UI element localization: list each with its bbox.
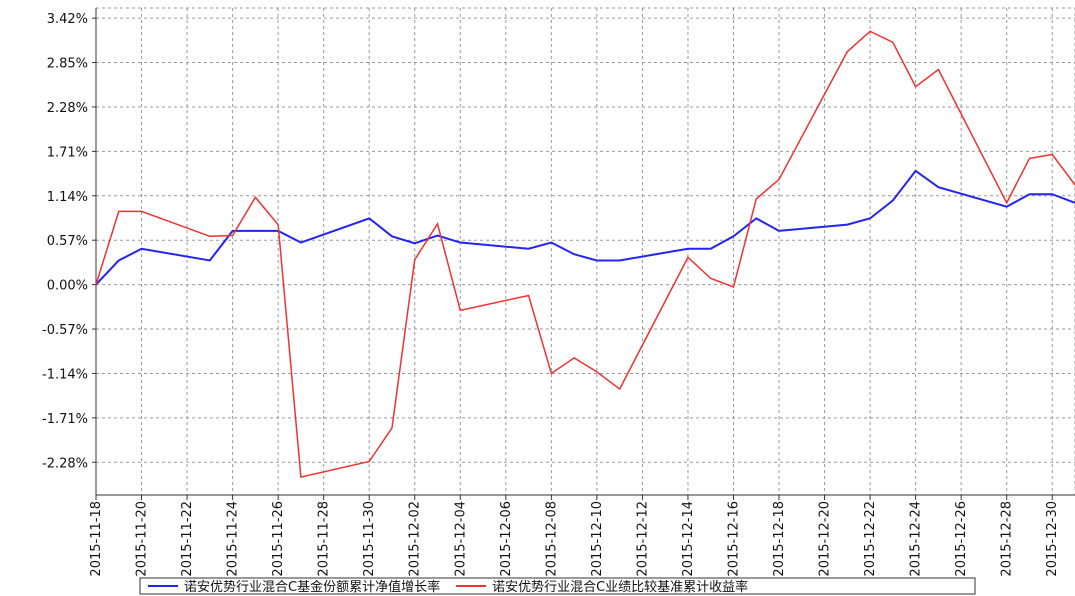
y-tick-label: 2.28%	[47, 101, 88, 116]
y-tick-label: -1.71%	[42, 412, 88, 427]
x-tick-label: 2015-12-22	[863, 501, 878, 577]
x-tick-label: 2015-12-18	[772, 501, 787, 577]
x-tick-label: 2015-11-20	[135, 501, 150, 577]
x-tick-label: 2015-12-04	[453, 501, 468, 577]
legend-box	[139, 577, 976, 595]
x-tick-label: 2015-12-08	[544, 501, 559, 577]
legend-label: 诺安优势行业混合C业绩比较基准累计收益率	[492, 579, 748, 595]
x-tick-label: 2015-11-22	[180, 501, 195, 577]
x-tick-label: 2015-12-20	[818, 501, 833, 577]
y-tick-label: 0.00%	[47, 279, 88, 294]
x-tick-label: 2015-11-28	[317, 501, 332, 577]
series-line	[95, 30, 1075, 479]
series-line	[95, 169, 1075, 286]
x-tick-label: 2015-12-10	[590, 501, 605, 577]
x-tick-label: 2015-12-12	[635, 501, 650, 577]
x-tick-label: 2015-12-16	[726, 501, 741, 577]
x-tick-label: 2015-12-14	[681, 501, 696, 577]
y-tick-label: -0.57%	[42, 323, 88, 338]
y-tick-label: -2.28%	[42, 456, 88, 471]
y-tick-label: 3.42%	[47, 12, 88, 27]
y-tick-label: 0.57%	[47, 234, 88, 249]
legend-label: 诺安优势行业混合C基金份额累计净值增长率	[184, 579, 440, 595]
y-tick-label: -1.14%	[42, 367, 88, 382]
x-tick-label: 2015-11-24	[226, 501, 241, 577]
x-tick-label: 2015-12-28	[1000, 501, 1015, 577]
x-tick-label: 2015-12-06	[499, 501, 514, 577]
x-tick-label: 2015-11-18	[89, 501, 104, 577]
x-tick-label: 2015-12-30	[1045, 501, 1060, 577]
y-tick-label: 1.71%	[47, 145, 88, 160]
y-tick-label: 1.14%	[47, 190, 88, 205]
y-tick-label: 2.85%	[47, 57, 88, 72]
x-tick-label: 2015-12-24	[909, 501, 924, 577]
x-tick-label: 2015-11-26	[271, 501, 286, 577]
x-tick-label: 2015-12-02	[408, 501, 423, 577]
x-tick-label: 2015-11-30	[362, 501, 377, 577]
x-tick-label: 2015-12-26	[954, 501, 969, 577]
